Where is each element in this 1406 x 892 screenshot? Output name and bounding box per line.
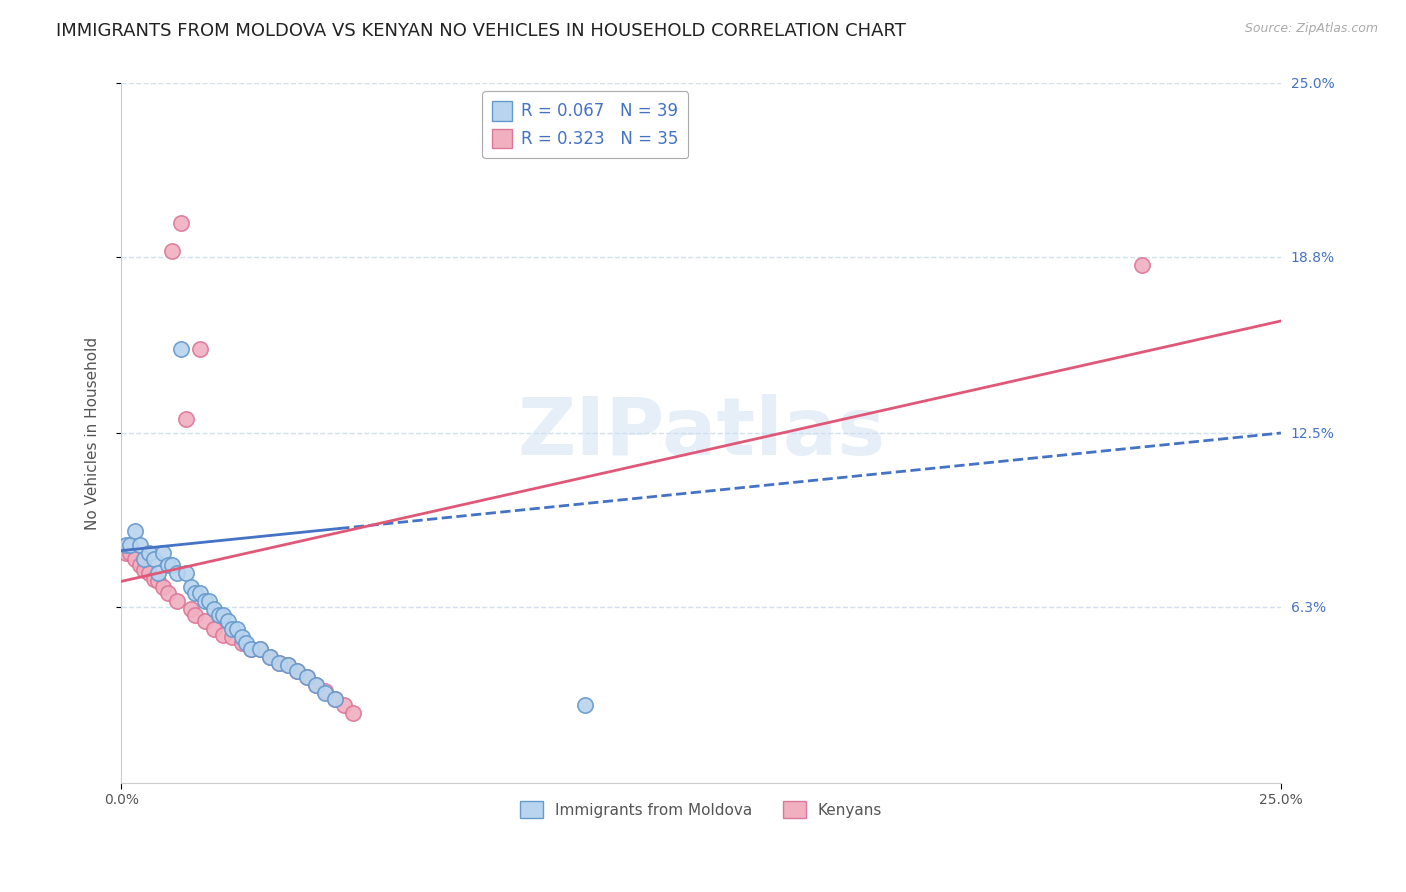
Point [305,678,328,692]
Point [114,546,136,560]
Point [240,641,263,656]
Point [160,558,183,572]
Point [128,558,150,572]
Point [134,552,156,566]
Point [166,594,188,608]
Point [217,614,239,628]
Point [240,641,263,656]
Point [249,641,271,656]
Point [267,656,290,670]
Point [180,580,202,594]
Point [574,698,596,712]
Point [194,594,217,608]
Point [174,412,197,426]
Point [259,650,281,665]
Point [295,670,318,684]
Point [202,602,225,616]
Point [305,678,328,692]
Point [194,614,217,628]
Point [221,631,243,645]
Y-axis label: No Vehicles in Household: No Vehicles in Household [86,336,100,530]
Point [287,664,309,678]
Point [207,607,229,622]
Point [277,658,299,673]
Point [124,524,146,538]
Point [188,342,211,356]
Point [249,641,271,656]
Point [170,342,193,356]
Point [235,636,257,650]
Point [184,585,207,599]
Text: IMMIGRANTS FROM MOLDOVA VS KENYAN NO VEHICLES IN HOUSEHOLD CORRELATION CHART: IMMIGRANTS FROM MOLDOVA VS KENYAN NO VEH… [56,22,905,40]
Point [152,546,174,560]
Point [156,558,179,572]
Point [277,658,299,673]
Point [142,572,165,586]
Point [323,692,346,706]
Point [160,244,183,258]
Point [166,566,188,580]
Point [128,538,150,552]
Point [134,563,156,577]
Point [142,552,165,566]
Point [184,607,207,622]
Point [314,686,336,700]
Point [287,664,309,678]
Point [333,698,356,712]
Point [138,546,160,560]
Point [1130,258,1153,272]
Point [267,656,290,670]
Point [180,602,202,616]
Text: ZIPatlas: ZIPatlas [517,394,886,472]
Point [156,585,179,599]
Point [221,622,243,636]
Point [295,670,318,684]
Point [120,538,142,552]
Legend: Immigrants from Moldova, Kenyans: Immigrants from Moldova, Kenyans [513,795,889,824]
Point [314,683,336,698]
Point [231,631,253,645]
Point [148,574,170,589]
Point [120,546,142,560]
Point [188,585,211,599]
Point [152,580,174,594]
Point [226,622,249,636]
Point [114,538,136,552]
Point [198,594,221,608]
Point [138,566,160,580]
Point [342,706,364,720]
Text: Source: ZipAtlas.com: Source: ZipAtlas.com [1244,22,1378,36]
Point [124,552,146,566]
Point [212,607,235,622]
Point [170,216,193,230]
Point [231,636,253,650]
Point [212,627,235,641]
Point [202,622,225,636]
Point [174,566,197,580]
Point [148,566,170,580]
Point [259,650,281,665]
Point [323,692,346,706]
